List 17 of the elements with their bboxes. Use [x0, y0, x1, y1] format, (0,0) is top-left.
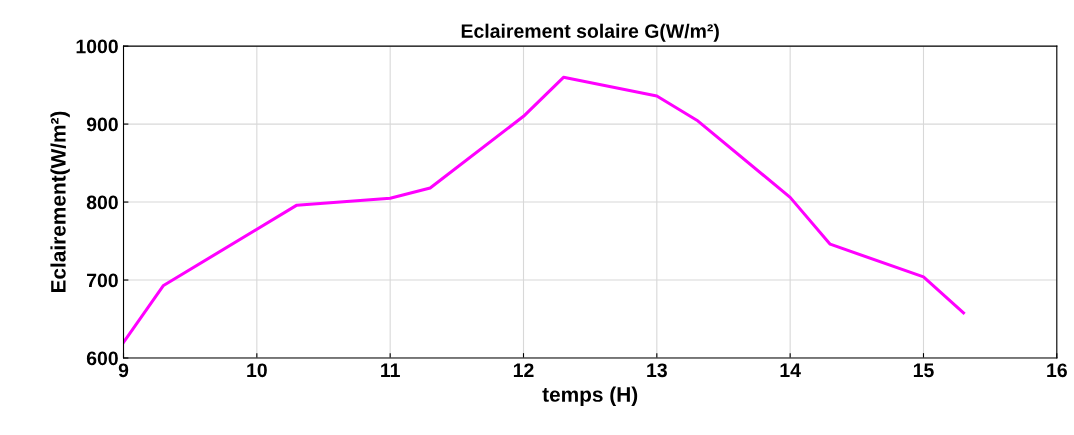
x-tick-label: 13: [647, 363, 667, 378]
x-tick-label: 14: [780, 363, 801, 377]
chart-title: Eclairement solaire G(W/m²): [461, 23, 719, 42]
x-tick-label: 15: [913, 363, 934, 378]
line-series: [123, 75, 966, 344]
y-tick-label: 1000: [76, 39, 118, 54]
x-tick-label: 11: [381, 363, 400, 377]
x-tick-label: 10: [247, 363, 267, 378]
y-tick-label: 800: [86, 195, 118, 210]
x-tick-label: 16: [1047, 363, 1067, 378]
y-tick-label: 600: [86, 351, 118, 366]
y-tick-label: 700: [87, 273, 118, 288]
x-tick-label: 9: [118, 363, 129, 378]
y-tick-label: 900: [86, 117, 118, 132]
y-axis-title: Eclairement(W/m²): [50, 111, 70, 293]
x-tick-label: 12: [513, 363, 534, 377]
x-axis-title: temps (H): [542, 386, 638, 406]
